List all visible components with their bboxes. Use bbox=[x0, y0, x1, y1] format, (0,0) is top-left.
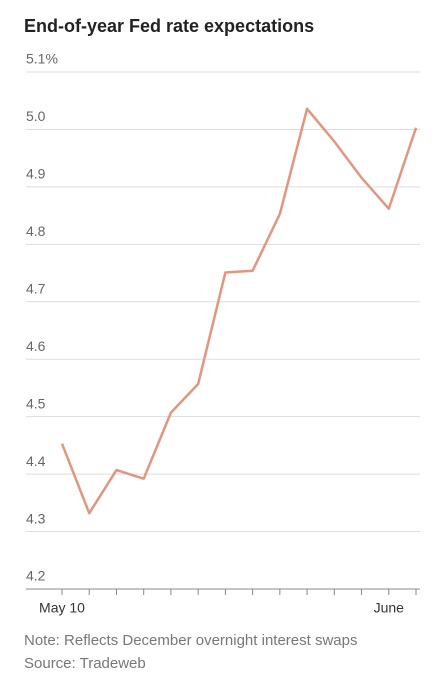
y-tick-label: 4.6 bbox=[26, 338, 46, 354]
note: Note: Reflects December overnight intere… bbox=[24, 632, 357, 649]
y-tick-label: 5.0 bbox=[26, 108, 46, 124]
y-tick-label: 4.3 bbox=[26, 510, 46, 526]
y-tick-label: 4.5 bbox=[26, 395, 46, 411]
chart-title: End-of-year Fed rate expectations bbox=[24, 16, 314, 36]
y-tick-label: 4.4 bbox=[26, 453, 46, 469]
x-tick-label: May 10 bbox=[39, 600, 85, 616]
y-tick-label: 5.1% bbox=[26, 51, 58, 67]
x-tick-label: June bbox=[374, 600, 405, 616]
y-tick-label: 4.9 bbox=[26, 166, 46, 182]
y-tick-label: 4.2 bbox=[26, 568, 46, 584]
y-tick-label: 4.7 bbox=[26, 280, 46, 296]
data-line bbox=[60, 107, 418, 515]
y-tick-label: 4.8 bbox=[26, 223, 46, 239]
source: Source: Tradeweb bbox=[24, 655, 146, 672]
